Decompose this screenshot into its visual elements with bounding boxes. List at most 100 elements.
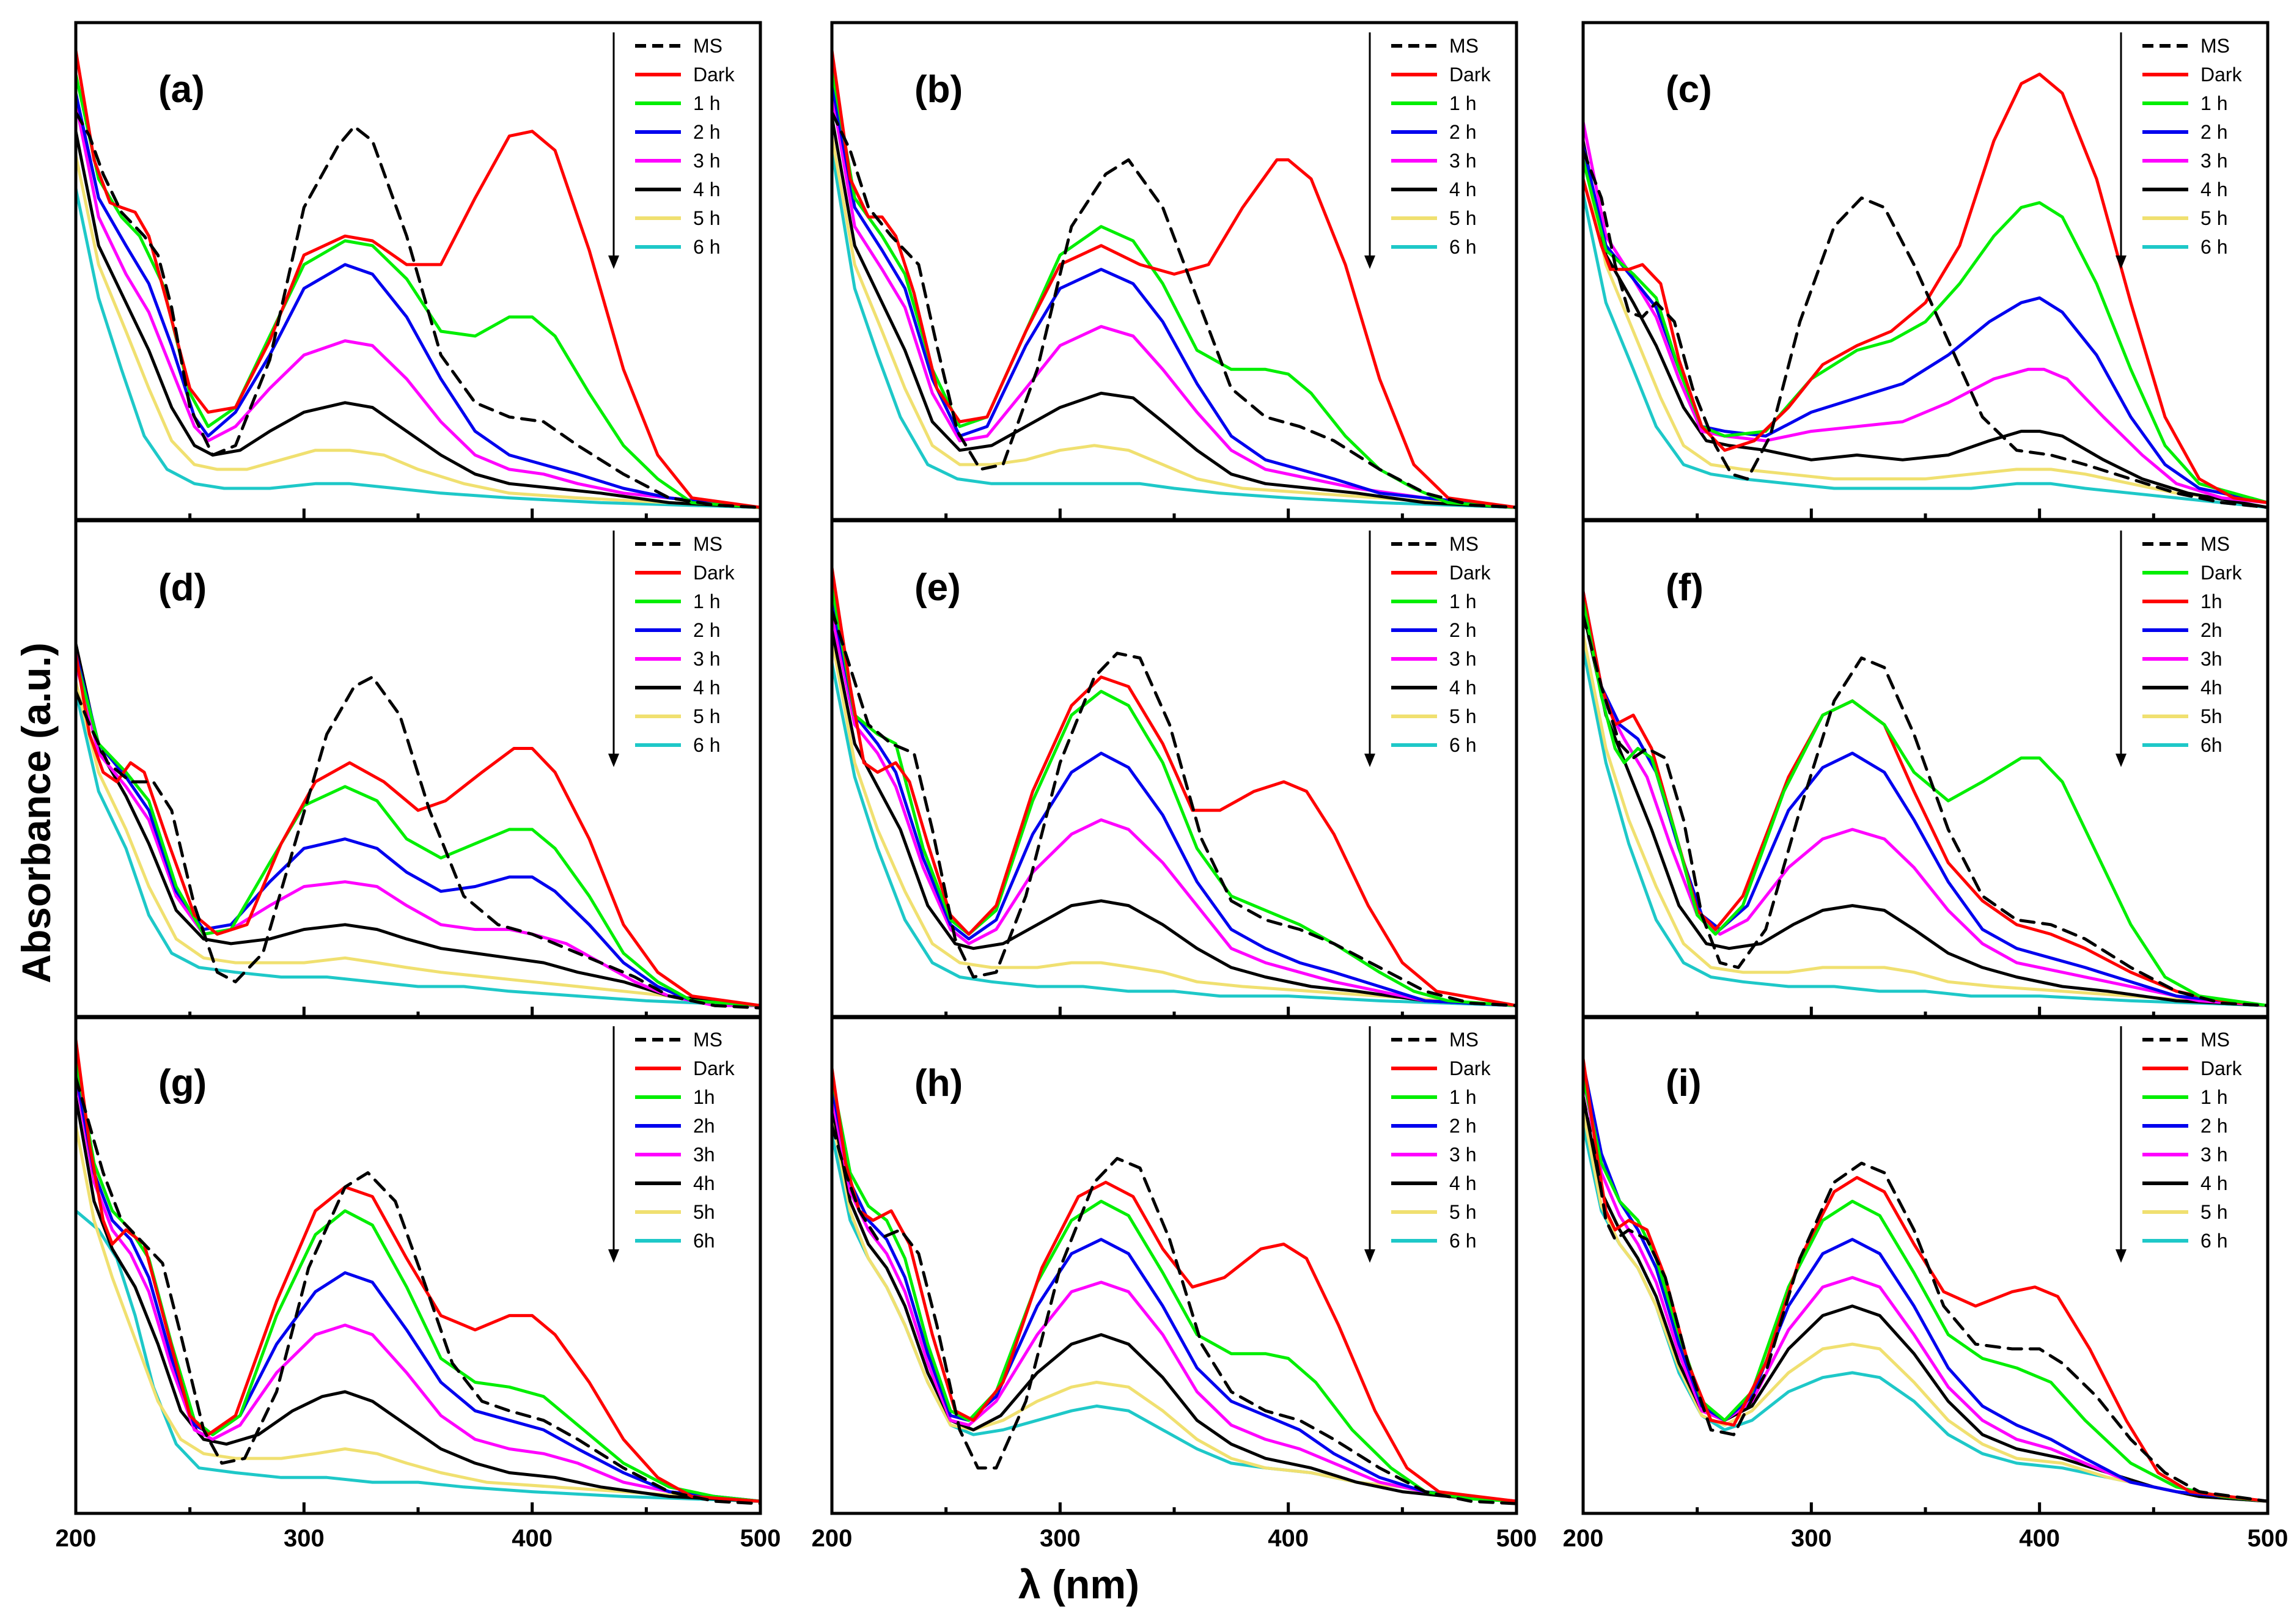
panel-a: (a) MS Dark 1 h 2 h 3 h 4 h 5 h 6 h [74, 21, 762, 521]
series-line-ms [1583, 613, 2268, 1007]
legend-label: 3 h [2200, 1144, 2227, 1166]
panel-label: (i) [1666, 1062, 1702, 1104]
series-line-4h [76, 1095, 760, 1503]
legend-label: 2 h [1449, 121, 1476, 143]
series-line-5h [1583, 1109, 2268, 1503]
arrow-head-icon [1364, 255, 1375, 269]
legend-label: MS [1449, 1029, 1479, 1051]
curve-group [76, 1038, 760, 1505]
legend-label: 2h [2200, 619, 2222, 641]
legend-label: 4 h [1449, 677, 1476, 699]
legend-label: 5 h [2200, 1201, 2227, 1223]
panel-label: (f) [1666, 567, 1704, 609]
series-line-2h [76, 92, 760, 509]
legend-label: 5h [2200, 705, 2222, 727]
legend-label: 6 h [1449, 236, 1476, 258]
legend-label: Dark [2200, 64, 2243, 86]
curve-group [76, 642, 760, 1010]
x-tick-label: 400 [512, 1525, 553, 1552]
panel-b: (b) MS Dark 1 h 2 h 3 h 4 h 5 h 6 h [830, 21, 1518, 521]
curve-group [1583, 590, 2268, 1007]
legend-label: 5h [693, 1201, 715, 1223]
legend: MS Dark 1 h 2 h 3 h 4 h 5 h 6 h [1364, 1026, 1491, 1263]
series-line-ms [832, 609, 1516, 1007]
series-line-5h [1583, 153, 2268, 504]
legend-label: 5 h [1449, 207, 1476, 229]
legend-label: MS [1449, 533, 1479, 555]
panel-label: (c) [1666, 68, 1712, 111]
arrow-head-icon [608, 255, 619, 269]
x-tick-label: 300 [1040, 1525, 1081, 1552]
legend-label: 4 h [693, 677, 720, 699]
legend-label: 3h [693, 1144, 715, 1166]
series-line-ms [1583, 1095, 2268, 1503]
panel-label: (h) [914, 1062, 963, 1104]
legend-label: Dark [2200, 562, 2243, 584]
arrow-head-icon [1364, 1249, 1375, 1263]
legend-label: 1 h [693, 590, 720, 612]
curve-group [832, 48, 1516, 509]
legend: MS Dark 1 h 2 h 3 h 4 h 5 h 6 h [2116, 32, 2243, 269]
legend-label: 1 h [1449, 1086, 1476, 1108]
series-line-1h [76, 656, 760, 1007]
arrow-head-icon [2116, 754, 2127, 767]
panel-label: (a) [158, 68, 205, 111]
legend-label: MS [693, 1029, 722, 1051]
panel-i: 200 300 400 500 (i) MS Dark 1 h 2 h 3 h 4 h 5 h 6 h [1563, 1015, 2288, 1552]
series-line-dark [1583, 72, 2268, 504]
series-line-5h [76, 153, 760, 509]
series-line-ms [1583, 149, 2268, 509]
x-tick-label: 300 [1791, 1525, 1832, 1552]
series-line-6h [832, 661, 1516, 1007]
series-line-3h [1583, 120, 2268, 504]
series-line-3h [76, 101, 760, 509]
legend-label: 2 h [693, 121, 720, 143]
legend-label: 3 h [1449, 1144, 1476, 1166]
series-line-3h [1583, 594, 2268, 1007]
series-line-6h [1583, 647, 2268, 1007]
series-line-6h [832, 149, 1516, 509]
legend-label: 3h [2200, 648, 2222, 670]
x-tick-label: 200 [56, 1525, 97, 1552]
legend-label: 2 h [2200, 121, 2227, 143]
legend-label: Dark [1449, 64, 1491, 86]
legend-label: 5 h [693, 207, 720, 229]
panel-d: (d) MS Dark 1 h 2 h 3 h 4 h 5 h 6 h [74, 519, 762, 1020]
series-line-4h [1583, 139, 2268, 509]
series-line-2h [76, 652, 760, 1007]
series-line-4h [832, 1104, 1516, 1503]
panel-g: 200 300 400 500 (g) MS Dark 1h 2h 3h 4h 5h 6h [56, 1015, 781, 1552]
series-line-3h [832, 613, 1516, 1007]
arrow-head-icon [2116, 1249, 2127, 1263]
series-line-1h [76, 72, 760, 509]
series-line-6h [76, 689, 760, 1007]
legend-label: 5 h [1449, 1201, 1476, 1223]
legend-label: 4h [693, 1172, 715, 1194]
legend-label: 6h [693, 1230, 715, 1252]
series-line-dark [1583, 599, 2268, 1007]
legend-label: 5 h [693, 705, 720, 727]
curve-group [1583, 72, 2268, 509]
panel-f: (f) MS Dark 1h 2h 3h 4h 5h 6h [1581, 519, 2270, 1020]
series-line-4h [1583, 1095, 2268, 1503]
legend-label: 3 h [1449, 648, 1476, 670]
legend-label: 1 h [2200, 1086, 2227, 1108]
series-line-1h [832, 68, 1516, 509]
series-line-ms [76, 1076, 760, 1505]
legend-label: 1h [693, 1086, 715, 1108]
legend-label: 4 h [1449, 178, 1476, 200]
panel-h: 200 300 400 500 (h) MS Dark 1 h 2 h 3 h 4 h 5 h 6 h [812, 1015, 1537, 1552]
series-line-2h [832, 1086, 1516, 1503]
legend: MS Dark 1 h 2 h 3 h 4 h 5 h 6 h [1364, 32, 1491, 269]
legend-label: 3 h [693, 648, 720, 670]
arrow-head-icon [608, 1249, 619, 1263]
series-line-dark [832, 1066, 1516, 1503]
legend-label: 6h [2200, 734, 2222, 756]
series-line-2h [832, 599, 1516, 1007]
legend-label: 6 h [2200, 236, 2227, 258]
y-axis-title: Absorbance (a.u.) [13, 642, 59, 983]
legend: MS Dark 1 h 2 h 3 h 4 h 5 h 6 h [2116, 1026, 2243, 1263]
series-line-1h [1583, 1076, 2268, 1503]
